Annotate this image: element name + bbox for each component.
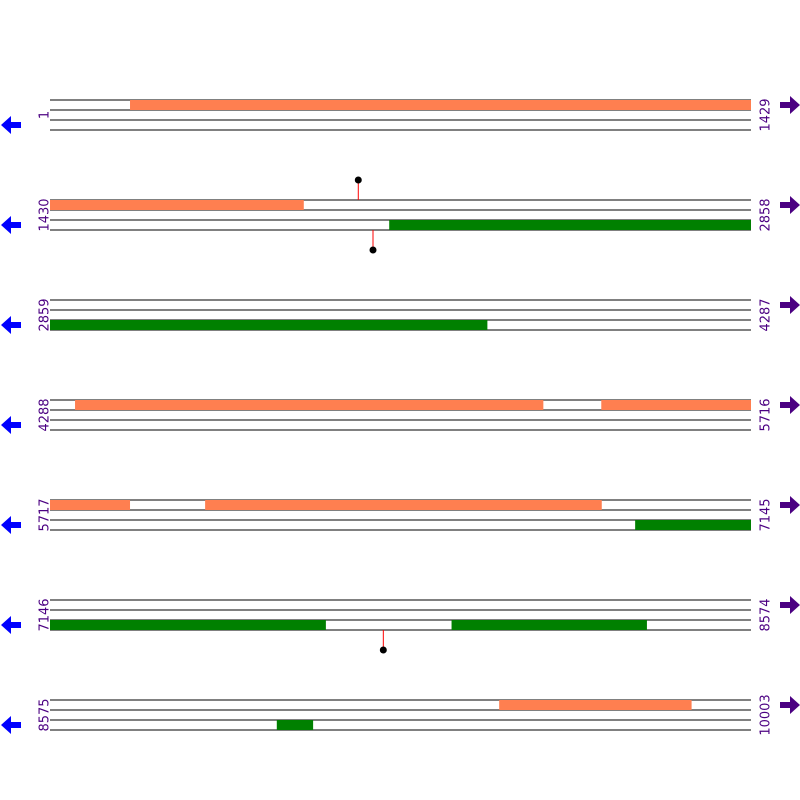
arrow-right-icon[interactable] bbox=[780, 196, 800, 214]
row-end-label: 5716 bbox=[759, 398, 774, 431]
row-end-label: 4287 bbox=[759, 298, 774, 331]
forward-feature-bar[interactable] bbox=[130, 100, 751, 110]
sequence-row: 8575 10003 bbox=[1, 694, 800, 736]
row-end-label: 2858 bbox=[759, 198, 774, 231]
arrow-left-icon[interactable] bbox=[1, 716, 21, 734]
arrow-left-icon[interactable] bbox=[1, 316, 21, 334]
arrow-left-icon[interactable] bbox=[1, 116, 21, 134]
row-end-label: 1429 bbox=[759, 98, 774, 131]
arrow-left-icon[interactable] bbox=[1, 416, 21, 434]
reverse-feature-bar[interactable] bbox=[389, 220, 751, 230]
reverse-feature-bar[interactable] bbox=[50, 320, 488, 330]
sequence-row: 4288 5716 bbox=[1, 396, 800, 434]
sequence-row: 7146 8574 bbox=[1, 596, 800, 654]
row-start-label: 5717 bbox=[38, 498, 53, 531]
arrow-right-icon[interactable] bbox=[780, 396, 800, 414]
sequence-row: 1 1429 bbox=[1, 96, 800, 134]
arrow-left-icon[interactable] bbox=[1, 616, 21, 634]
row-end-label: 7145 bbox=[759, 498, 774, 531]
row-start-label: 2859 bbox=[38, 298, 53, 331]
forward-feature-bar[interactable] bbox=[601, 400, 751, 410]
reverse-feature-bar[interactable] bbox=[451, 620, 647, 630]
row-end-label: 8574 bbox=[759, 598, 774, 631]
row-start-label: 1430 bbox=[38, 198, 53, 231]
marker-dot[interactable] bbox=[354, 176, 362, 184]
sequence-row: 5717 7145 bbox=[1, 496, 800, 534]
forward-feature-bar[interactable] bbox=[205, 500, 602, 510]
forward-feature-bar[interactable] bbox=[499, 700, 692, 710]
marker-dot[interactable] bbox=[379, 646, 387, 654]
forward-feature-bar[interactable] bbox=[75, 400, 544, 410]
arrow-left-icon[interactable] bbox=[1, 216, 21, 234]
sequence-row: 1430 2858 bbox=[1, 176, 800, 254]
forward-feature-bar[interactable] bbox=[50, 500, 131, 510]
sequence-row: 2859 4287 bbox=[1, 296, 800, 334]
arrow-right-icon[interactable] bbox=[780, 596, 800, 614]
reverse-feature-bar[interactable] bbox=[276, 720, 314, 730]
arrow-left-icon[interactable] bbox=[1, 516, 21, 534]
row-start-label: 7146 bbox=[38, 598, 53, 631]
forward-feature-bar[interactable] bbox=[50, 200, 304, 210]
row-start-label: 1 bbox=[38, 111, 53, 119]
arrow-right-icon[interactable] bbox=[780, 696, 800, 714]
arrow-right-icon[interactable] bbox=[780, 496, 800, 514]
row-start-label: 4288 bbox=[38, 398, 53, 431]
row-start-label: 8575 bbox=[38, 698, 53, 731]
reverse-feature-bar[interactable] bbox=[635, 520, 751, 530]
arrow-right-icon[interactable] bbox=[780, 96, 800, 114]
row-end-label: 10003 bbox=[759, 694, 774, 735]
arrow-right-icon[interactable] bbox=[780, 296, 800, 314]
reverse-feature-bar[interactable] bbox=[50, 620, 326, 630]
marker-dot[interactable] bbox=[369, 246, 377, 254]
